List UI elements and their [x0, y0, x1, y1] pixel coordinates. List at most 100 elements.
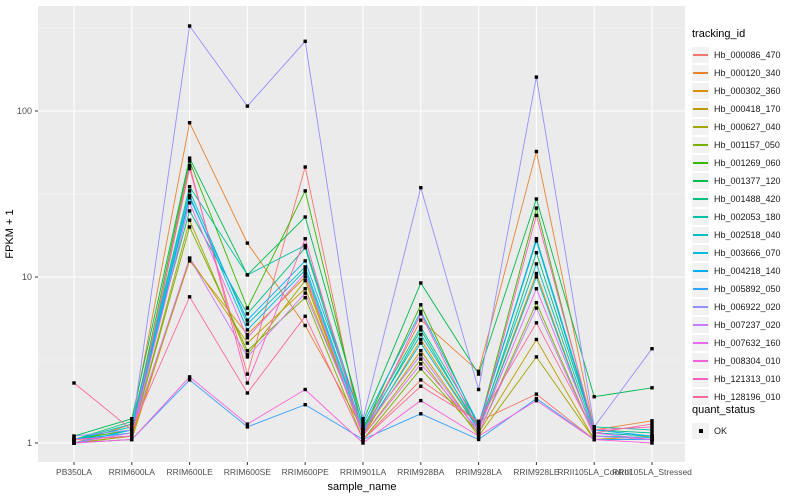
- data-point: [187, 185, 192, 189]
- data-point: [303, 259, 307, 263]
- data-point: [419, 357, 423, 361]
- x-tick-label: RRIM600PE: [282, 467, 330, 477]
- legend-title: tracking_id: [692, 28, 746, 40]
- data-point: [476, 369, 481, 374]
- line-key-icon: [693, 342, 708, 344]
- line-key-icon: [693, 180, 708, 182]
- legend-item-label: Hb_005892_050: [714, 284, 781, 294]
- data-point: [361, 425, 365, 429]
- data-point: [419, 398, 423, 403]
- data-point: [534, 396, 539, 401]
- legend-item: Hb_007237_020: [692, 316, 798, 334]
- data-point: [650, 441, 654, 445]
- data-point: [419, 337, 423, 342]
- data-point: [476, 431, 481, 435]
- data-point: [361, 441, 365, 445]
- line-key-icon: [693, 162, 708, 164]
- data-point: [534, 306, 539, 310]
- data-point: [534, 149, 539, 154]
- data-point: [245, 422, 250, 426]
- y-tick-label: 100: [17, 106, 32, 116]
- data-point: [245, 328, 250, 332]
- line-key-icon: [693, 252, 708, 254]
- data-point: [476, 437, 481, 442]
- data-point: [534, 271, 539, 276]
- data-point: [534, 321, 539, 325]
- data-point: [650, 386, 654, 390]
- data-point: [303, 296, 307, 300]
- data-point: [187, 156, 192, 160]
- data-point: [303, 39, 307, 43]
- legend-item: Hb_000302_360: [692, 82, 798, 100]
- data-point: [245, 391, 250, 395]
- legend-key-swatch: [692, 371, 709, 387]
- data-point: [476, 422, 481, 426]
- legend-key-swatch: [692, 389, 709, 405]
- data-point: [592, 431, 596, 435]
- data-point: [592, 395, 596, 399]
- legend-item-label: Hb_000086_470: [714, 50, 781, 60]
- data-point: [245, 312, 250, 316]
- legend-item-label: Hb_002518_040: [714, 230, 781, 240]
- data-point: [303, 287, 307, 291]
- data-point: [245, 353, 250, 357]
- data-point: [534, 392, 539, 396]
- legend-item-label: Hb_008304_010: [714, 356, 781, 366]
- legend-key-swatch: [692, 191, 709, 207]
- data-point: [419, 412, 423, 416]
- data-point: [361, 419, 365, 424]
- legend-item: Hb_121313_010: [692, 370, 798, 388]
- legend-key-swatch: [692, 101, 709, 117]
- data-point: [187, 166, 192, 171]
- data-point: [303, 246, 307, 250]
- legend-item-label: Hb_004218_140: [714, 266, 781, 276]
- data-point: [419, 367, 423, 371]
- data-point: [534, 206, 539, 210]
- legend-item-label: Hb_000120_340: [714, 68, 781, 78]
- data-point: [419, 353, 423, 357]
- data-point: [245, 332, 250, 337]
- data-point: [245, 349, 250, 353]
- data-point: [303, 189, 307, 193]
- legend-item: Hb_008304_010: [692, 352, 798, 370]
- data-point: [245, 241, 250, 245]
- data-point: [419, 341, 423, 345]
- data-point: [187, 196, 192, 200]
- line-key-icon: [693, 378, 708, 380]
- y-axis-title: FPKM + 1: [4, 209, 16, 259]
- data-point: [303, 323, 307, 328]
- data-point: [419, 325, 423, 329]
- data-point: [187, 121, 192, 125]
- line-key-icon: [693, 90, 708, 92]
- legend-key-swatch: [692, 83, 709, 99]
- x-tick-label: RRII105LA_Control: [557, 467, 631, 477]
- data-point: [476, 419, 481, 424]
- legend-key-swatch: [692, 353, 709, 369]
- data-point: [187, 189, 192, 193]
- data-point: [419, 332, 423, 337]
- x-tick-label: PB350LA: [56, 467, 92, 477]
- data-point: [245, 306, 250, 310]
- data-point: [419, 186, 423, 190]
- y-tick-label: 1: [27, 438, 32, 448]
- tracking-id-legend: tracking_id Hb_000086_470 Hb_000120_340 Hb…: [692, 28, 798, 406]
- legend-item: Hb_000418_170: [692, 100, 798, 118]
- data-point: [245, 355, 250, 359]
- data-point: [187, 218, 192, 222]
- legend-item: Hb_006922_020: [692, 298, 798, 316]
- data-point: [187, 225, 192, 229]
- legend-item: Hb_000086_470: [692, 46, 798, 64]
- data-point: [534, 337, 539, 342]
- data-point: [245, 273, 250, 277]
- data-point: [476, 425, 481, 429]
- data-point: [534, 275, 539, 279]
- legend-key-swatch: [692, 155, 709, 171]
- data-point: [245, 336, 250, 340]
- data-point: [245, 104, 250, 108]
- data-point: [245, 381, 250, 385]
- data-point: [187, 259, 192, 263]
- x-tick-label: RRIM600LE: [166, 467, 213, 477]
- legend-item: Hb_001269_060: [692, 154, 798, 172]
- data-point: [187, 256, 192, 260]
- x-tick-label: RRII105LA_Stressed: [612, 467, 692, 477]
